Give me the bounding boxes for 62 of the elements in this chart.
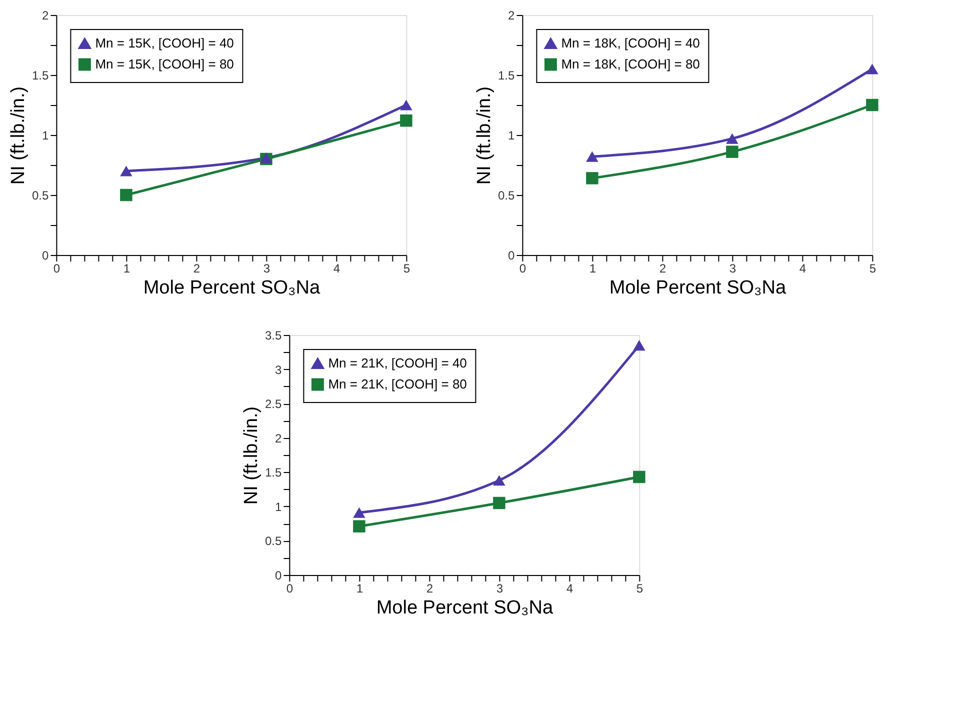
x-tick-label: 0 xyxy=(53,262,60,276)
point xyxy=(726,146,738,158)
x-tick-label: 2 xyxy=(193,262,200,276)
y-tick-label: 2 xyxy=(42,8,49,22)
y-tick-label: 0 xyxy=(508,248,515,262)
y-tick-label: 1.5 xyxy=(32,68,50,82)
point xyxy=(866,98,878,112)
x-tick-label: 4 xyxy=(799,262,806,276)
y-tick-label: 1 xyxy=(508,128,515,142)
y-axis-title: NI (ft.lb./in.) xyxy=(474,86,496,185)
x-tick-label: 0 xyxy=(519,262,526,276)
x-axis-title: Mole Percent SO₃Na xyxy=(376,598,554,618)
y-axis-title: NI (ft.lb./in.) xyxy=(241,406,262,505)
x-tick-label: 1 xyxy=(356,582,364,596)
point xyxy=(120,166,132,176)
y-tick-label: 2 xyxy=(508,8,515,22)
x-tick-label: 1 xyxy=(123,262,130,276)
legend-label: Mn = 18K, [COOH] = 40 xyxy=(561,36,700,50)
point xyxy=(633,470,646,484)
legend-label: Mn = 21K, [COOH] = 40 xyxy=(328,356,467,370)
y-tick-label: 0.5 xyxy=(498,188,516,202)
point xyxy=(493,475,506,486)
point xyxy=(120,188,132,202)
y-tick-label: 1.5 xyxy=(498,68,516,82)
y-tick-label: 1 xyxy=(42,128,49,142)
legend-label: Mn = 15K, [COOH] = 80 xyxy=(95,56,234,72)
point xyxy=(586,151,598,162)
point xyxy=(400,114,412,127)
x-tick-label: 1 xyxy=(589,262,596,276)
x-tick-label: 5 xyxy=(869,262,876,276)
y-tick-label: 0.5 xyxy=(265,534,282,548)
point xyxy=(726,133,738,144)
x-axis-title: Mole Percent SO₃Na xyxy=(609,278,786,298)
point xyxy=(866,64,878,74)
x-tick-label: 4 xyxy=(333,262,340,276)
x-tick-label: 2 xyxy=(426,582,434,596)
y-tick-label: 2.5 xyxy=(265,397,282,412)
y-tick-label: 3.5 xyxy=(265,328,282,342)
x-axis-title: Mole Percent SO₃Na xyxy=(143,278,320,298)
x-tick-label: 0 xyxy=(286,582,294,596)
y-axis-title: NI (ft.lb./in.) xyxy=(8,86,30,185)
x-tick-label: 5 xyxy=(636,582,644,596)
y-tick-label: 0 xyxy=(275,568,282,582)
y-tick-label: 0.5 xyxy=(32,188,50,202)
x-tick-label: 4 xyxy=(566,582,574,596)
x-tick-label: 5 xyxy=(403,262,410,276)
y-tick-label: 0 xyxy=(42,248,49,262)
y-tick-label: 1 xyxy=(275,500,282,514)
legend-label: Mn = 18K, [COOH] = 80 xyxy=(561,56,700,72)
point xyxy=(586,172,598,184)
y-tick-label: 3 xyxy=(275,362,282,377)
point xyxy=(400,100,412,110)
point xyxy=(633,340,646,351)
x-tick-label: 2 xyxy=(659,262,666,276)
legend-label: Mn = 15K, [COOH] = 40 xyxy=(95,36,234,50)
point xyxy=(353,520,366,532)
point xyxy=(493,496,506,510)
point xyxy=(353,507,366,518)
x-tick-label: 3 xyxy=(729,262,736,276)
legend-label: Mn = 21K, [COOH] = 80 xyxy=(328,376,467,392)
y-tick-label: 1.5 xyxy=(265,466,282,480)
y-tick-label: 2 xyxy=(275,431,282,446)
